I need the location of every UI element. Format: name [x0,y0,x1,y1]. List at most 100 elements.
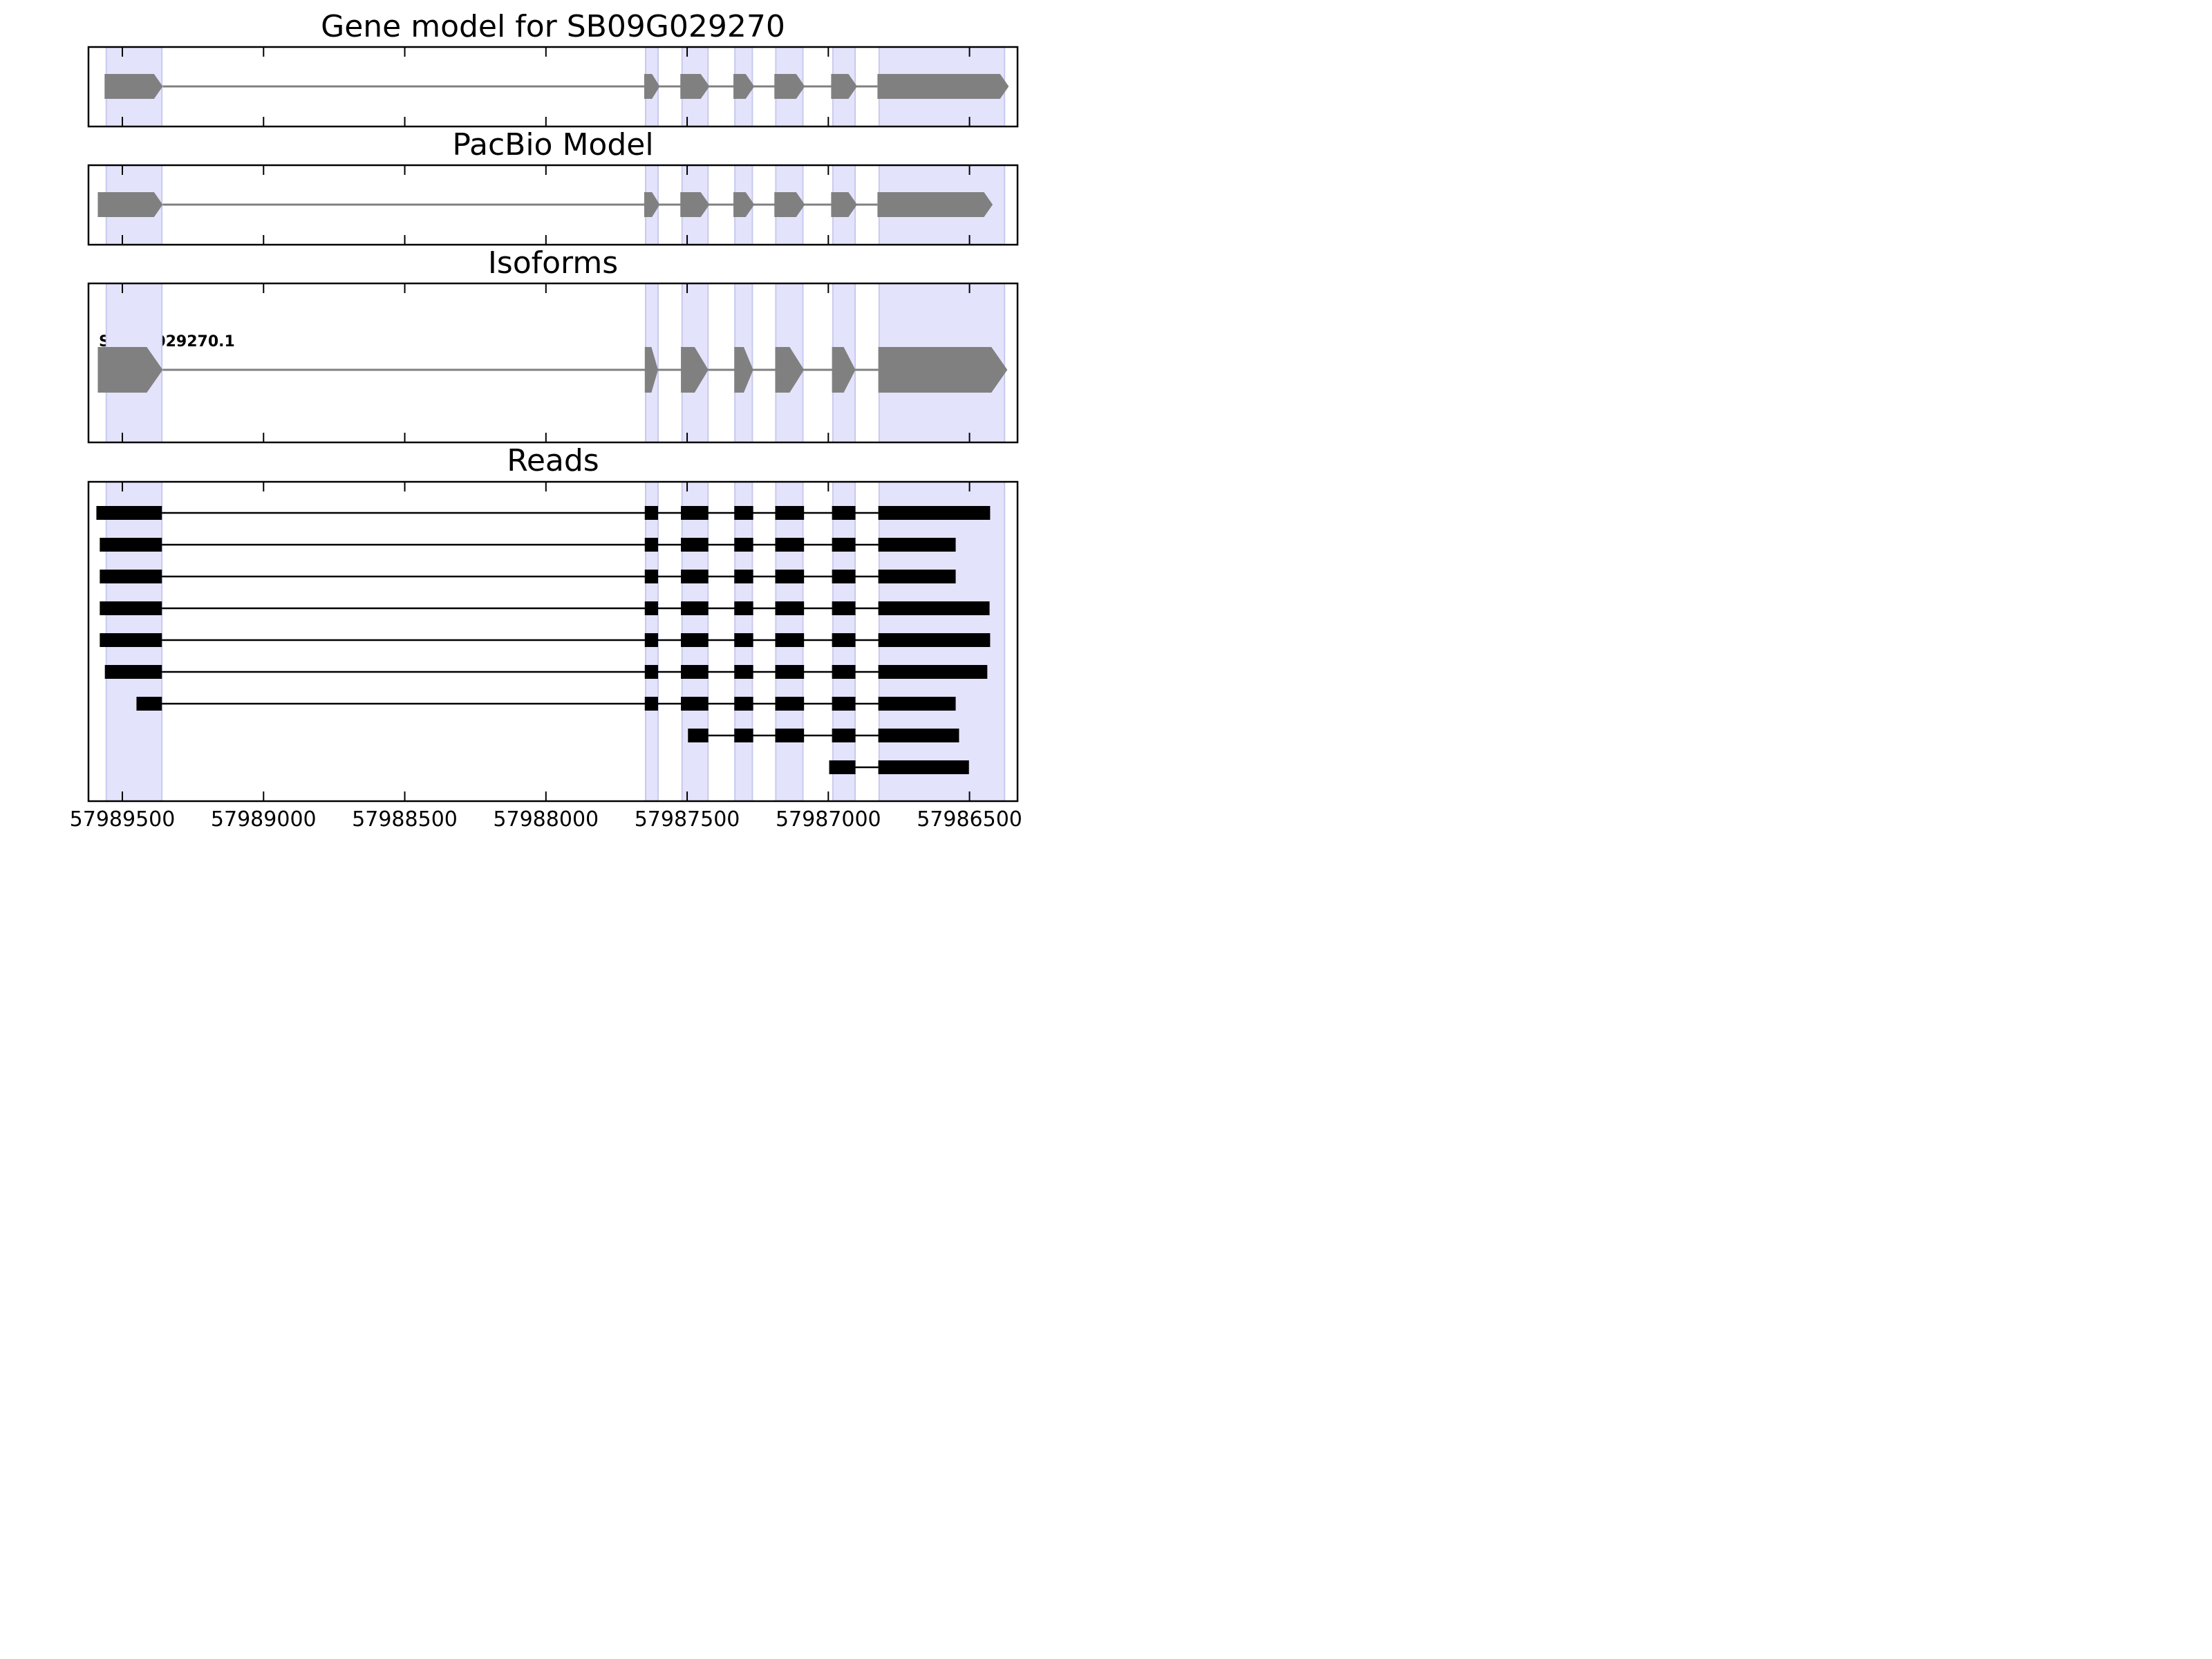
read-block [681,538,709,552]
panel-isoform-2 [87,282,1019,444]
read-block [644,538,658,552]
read-track [100,633,991,647]
read-track [136,697,956,711]
exon-arrow [104,74,163,99]
exon-arrow [774,74,805,99]
read-block [100,538,162,552]
read-track [104,665,988,679]
x-tick-label: 57986500 [917,807,1022,830]
exon-arrow [878,347,1008,393]
read-block [136,697,162,711]
panel-title-gene-model: Gene model for SB09G029270 [321,9,785,44]
read-block [878,760,969,774]
read-block [644,665,658,679]
read-block [681,601,709,615]
read-block [775,633,805,647]
read-block [644,633,658,647]
read-block [681,665,709,679]
read-block [775,697,805,711]
read-track [100,570,956,583]
read-block [681,633,709,647]
read-block [832,538,856,552]
read-block [775,729,805,742]
read-block [100,633,162,647]
exon-arrow [644,347,658,393]
read-block [734,729,753,742]
read-block [878,665,988,679]
read-block [100,570,162,583]
exon-arrow [831,192,857,217]
x-tick-label: 57987500 [635,807,740,830]
gene-structure-figure: Gene model for SB09G029270 PacBio Model … [70,9,1022,830]
panels-layer [87,46,1019,803]
read-block [832,729,856,742]
read-block [775,506,805,520]
exon-arrow [775,347,805,393]
x-tick-label: 57989000 [211,807,317,830]
read-block [734,538,753,552]
x-tick-label: 57988000 [493,807,599,830]
read-track [100,601,990,615]
x-tick-label: 57988500 [352,807,458,830]
read-block [96,506,162,520]
read-block [644,570,658,583]
panel-reads-3 [87,480,1019,803]
exon-arrow [733,74,755,99]
exon-arrow [97,347,163,393]
exon-arrow [644,74,660,99]
read-block [734,601,753,615]
read-block [878,538,956,552]
exon-arrow [733,192,755,217]
exon-arrow [97,192,163,217]
read-track [688,729,959,742]
read-block [681,697,709,711]
read-block [878,601,990,615]
read-block [104,665,162,679]
read-track [100,538,956,552]
exon-arrow [877,74,1009,99]
read-block [878,697,956,711]
read-block [832,633,856,647]
read-block [878,633,991,647]
exon-arrow [831,74,857,99]
read-block [878,506,991,520]
panel-model-1 [87,164,1019,246]
read-block [100,601,162,615]
read-block [681,506,709,520]
read-block [832,601,856,615]
read-track [96,506,991,520]
read-block [832,506,856,520]
panel-title-reads: Reads [507,443,599,478]
x-tick-label: 57989500 [70,807,176,830]
read-block [688,729,709,742]
read-block [775,665,805,679]
exon-arrow [774,192,805,217]
exon-arrow [734,347,753,393]
read-block [681,570,709,583]
read-block [644,506,658,520]
x-tick-label: 57987000 [776,807,881,830]
read-block [832,697,856,711]
read-block [832,570,856,583]
read-block [644,697,658,711]
panel-frame [87,282,1019,444]
read-block [734,506,753,520]
read-block [734,570,753,583]
exon-arrow [877,192,993,217]
panel-frame [87,480,1019,803]
panel-frame [87,46,1019,128]
panel-model-0 [87,46,1019,128]
read-block [644,601,658,615]
exon-arrow [680,74,710,99]
read-block [775,601,805,615]
read-block [734,665,753,679]
read-block [775,570,805,583]
panel-frame [87,164,1019,246]
x-axis: 57989500 57989000 57988500 57988000 57987500… [70,807,1022,830]
exon-arrow [644,192,660,217]
read-block [775,538,805,552]
read-block [829,760,856,774]
panel-title-pacbio-model: PacBio Model [452,127,653,162]
read-block [878,729,959,742]
exon-arrow [832,347,856,393]
